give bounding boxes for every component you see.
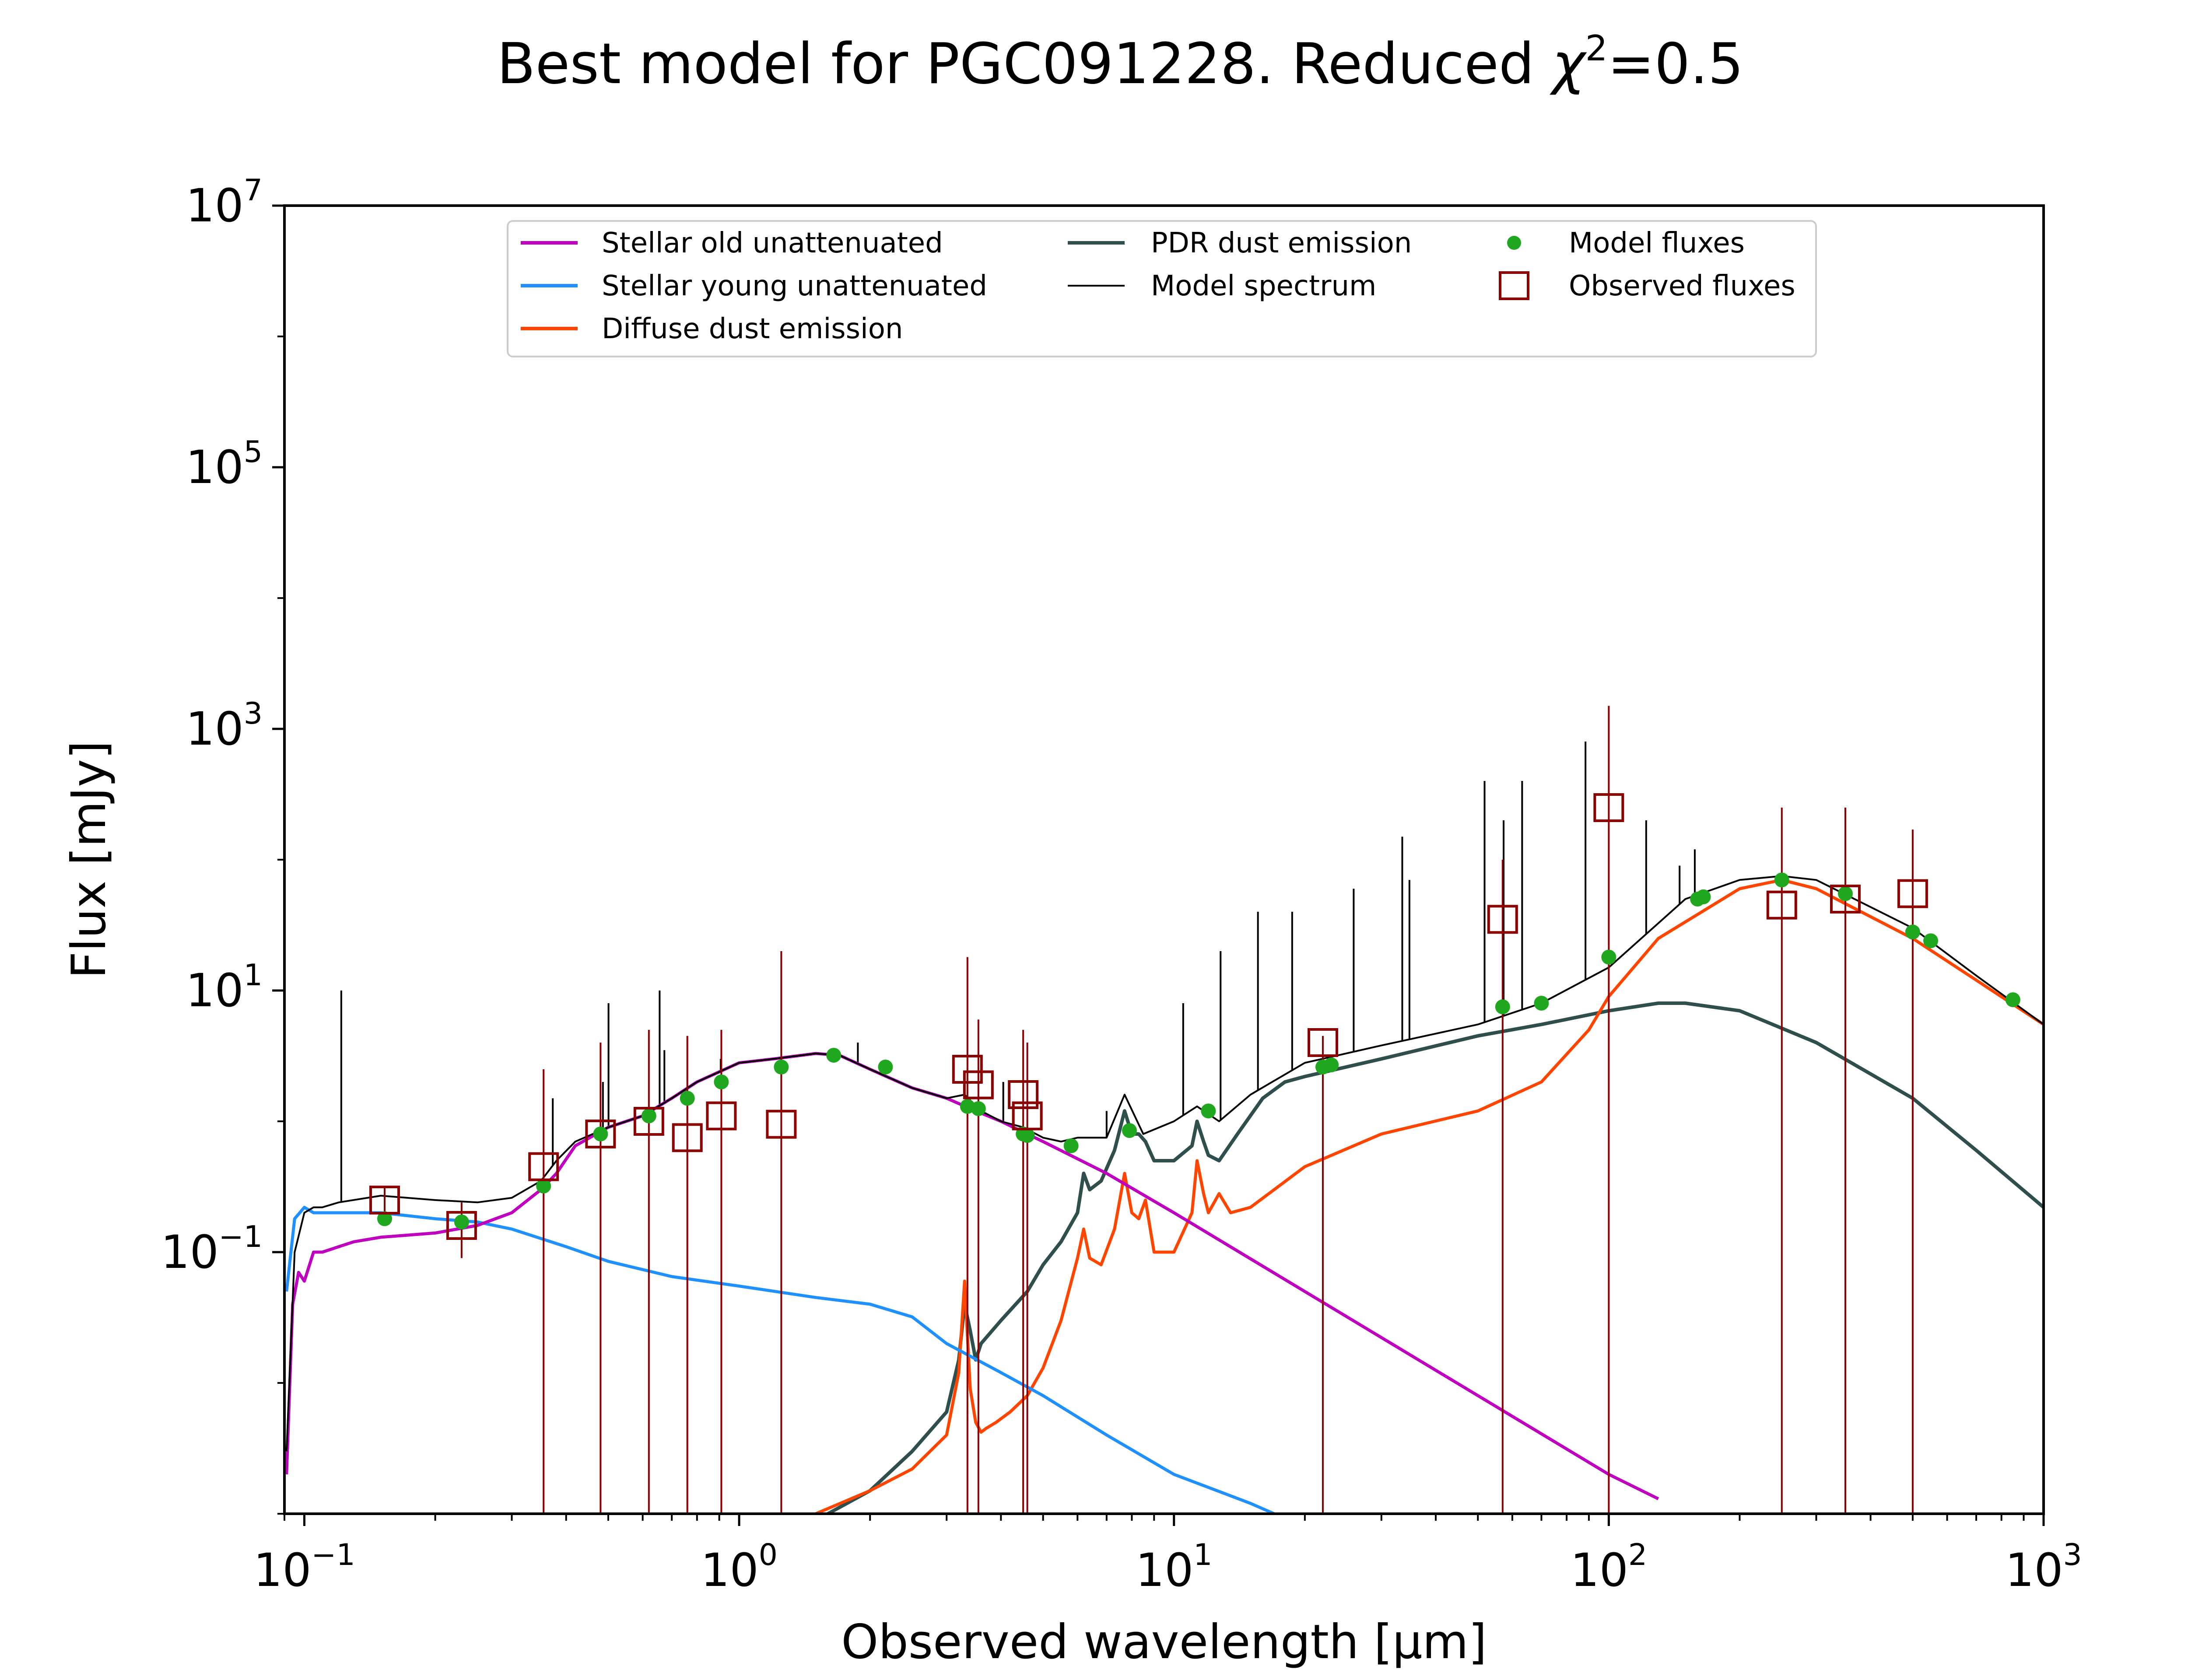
legend-label-diffuse: Diffuse dust emission — [602, 313, 903, 345]
model-flux-point-0 — [377, 1211, 392, 1226]
series-line-stellar-young — [285, 1206, 1275, 1514]
observed-layer — [369, 793, 1928, 1240]
x-axis-ticks: 10−1 100 101 102 103 — [253, 1514, 2082, 1597]
x-axis-label: Observed wavelength [μm] — [841, 1615, 1487, 1670]
plot-area — [285, 706, 2044, 1514]
legend-box — [507, 220, 1817, 357]
y-axis-ticks: 10−1 101 103 105 107 — [161, 173, 284, 1515]
observed-flux-marker-13 — [1487, 905, 1518, 934]
model-flux-point-2 — [536, 1178, 551, 1194]
observed-flux-marker-11 — [1012, 1101, 1043, 1130]
legend-label-old: Stellar old unattenuated — [602, 227, 943, 259]
model-flux-point-7 — [774, 1059, 789, 1074]
model-flux-point-5 — [680, 1091, 695, 1106]
model-flux-point-14 — [1063, 1138, 1079, 1153]
observed-flux-marker-6 — [706, 1101, 737, 1130]
observed-flux-marker-16 — [1830, 885, 1861, 914]
observed-flux-marker-15 — [1766, 890, 1797, 920]
y-tick-label-3: 105 — [186, 435, 263, 494]
model-flux-point-11 — [971, 1101, 986, 1116]
y-tick-label-0: 10−1 — [161, 1220, 263, 1279]
model-flux-point-20 — [1534, 995, 1549, 1011]
legend-label-spectrum: Model spectrum — [1151, 270, 1376, 302]
legend: Stellar old unattenuated Stellar young u… — [507, 220, 1817, 357]
errorbar-layer — [383, 706, 1914, 1514]
y-tick-label-2: 103 — [186, 696, 263, 756]
observed-flux-marker-1 — [446, 1211, 477, 1240]
model-flux-point-9 — [878, 1059, 893, 1074]
observed-flux-marker-7 — [766, 1110, 797, 1139]
model-flux-point-3 — [593, 1126, 608, 1141]
model-flux-layer — [377, 872, 2020, 1230]
observed-flux-marker-10 — [1008, 1080, 1039, 1109]
legend-label-young: Stellar young unattenuated — [602, 270, 987, 302]
model-flux-point-19 — [1495, 999, 1510, 1015]
observed-flux-marker-0 — [369, 1186, 400, 1215]
model-flux-point-26 — [1905, 924, 1920, 940]
observed-flux-marker-9 — [963, 1070, 994, 1099]
model-flux-point-13 — [1020, 1128, 1035, 1143]
legend-label-pdr: PDR dust emission — [1151, 227, 1412, 259]
observed-flux-marker-3 — [585, 1119, 616, 1148]
model-flux-point-24 — [1774, 872, 1789, 888]
legend-marker-model-fluxes — [1507, 236, 1521, 250]
model-flux-point-27 — [1923, 933, 1939, 948]
model-flux-point-8 — [826, 1047, 842, 1063]
model-flux-point-23 — [1696, 889, 1711, 904]
legend-label-model-fluxes: Model fluxes — [1569, 227, 1745, 259]
observed-flux-marker-8 — [952, 1055, 983, 1084]
model-flux-point-16 — [1201, 1103, 1216, 1119]
legend-marker-observed-fluxes — [1499, 271, 1529, 300]
observed-flux-marker-2 — [528, 1152, 559, 1181]
observed-flux-marker-12 — [1307, 1028, 1338, 1057]
observed-flux-marker-14 — [1593, 793, 1624, 822]
x-tick-label-4: 103 — [2005, 1538, 2082, 1597]
model-flux-point-18 — [1324, 1057, 1339, 1073]
y-tick-label-1: 101 — [186, 958, 263, 1017]
observed-flux-marker-4 — [633, 1107, 664, 1136]
model-flux-point-1 — [454, 1214, 469, 1230]
x-tick-label-2: 101 — [1136, 1538, 1213, 1597]
model-flux-point-28 — [2005, 992, 2020, 1008]
legend-label-observed-fluxes: Observed fluxes — [1569, 270, 1795, 302]
y-tick-label-4: 107 — [186, 173, 263, 232]
x-tick-label-1: 100 — [701, 1538, 778, 1597]
observed-flux-marker-17 — [1897, 879, 1928, 908]
x-tick-label-3: 102 — [1571, 1538, 1648, 1597]
model-flux-point-25 — [1837, 886, 1853, 901]
observed-flux-marker-5 — [672, 1123, 703, 1152]
model-flux-point-4 — [641, 1108, 656, 1124]
x-tick-label-0: 10−1 — [253, 1538, 355, 1597]
model-flux-point-6 — [714, 1074, 729, 1089]
chart-title: Best model for PGC091228. Reduced χ2=0.5 — [497, 28, 1744, 97]
model-flux-point-15 — [1122, 1123, 1137, 1138]
y-axis-label: Flux [mJy] — [62, 741, 116, 979]
model-flux-point-21 — [1601, 949, 1616, 965]
